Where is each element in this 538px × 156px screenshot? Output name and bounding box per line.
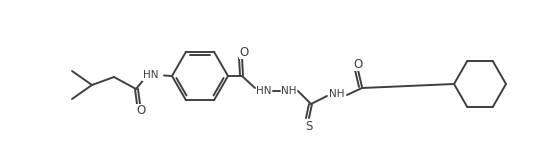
Text: NH: NH bbox=[329, 89, 345, 99]
Text: HN: HN bbox=[143, 70, 158, 80]
Text: HN: HN bbox=[256, 86, 272, 96]
Text: NH: NH bbox=[281, 86, 297, 96]
Text: S: S bbox=[305, 119, 313, 132]
Text: O: O bbox=[239, 46, 249, 58]
Text: O: O bbox=[136, 105, 146, 117]
Text: O: O bbox=[353, 58, 363, 71]
